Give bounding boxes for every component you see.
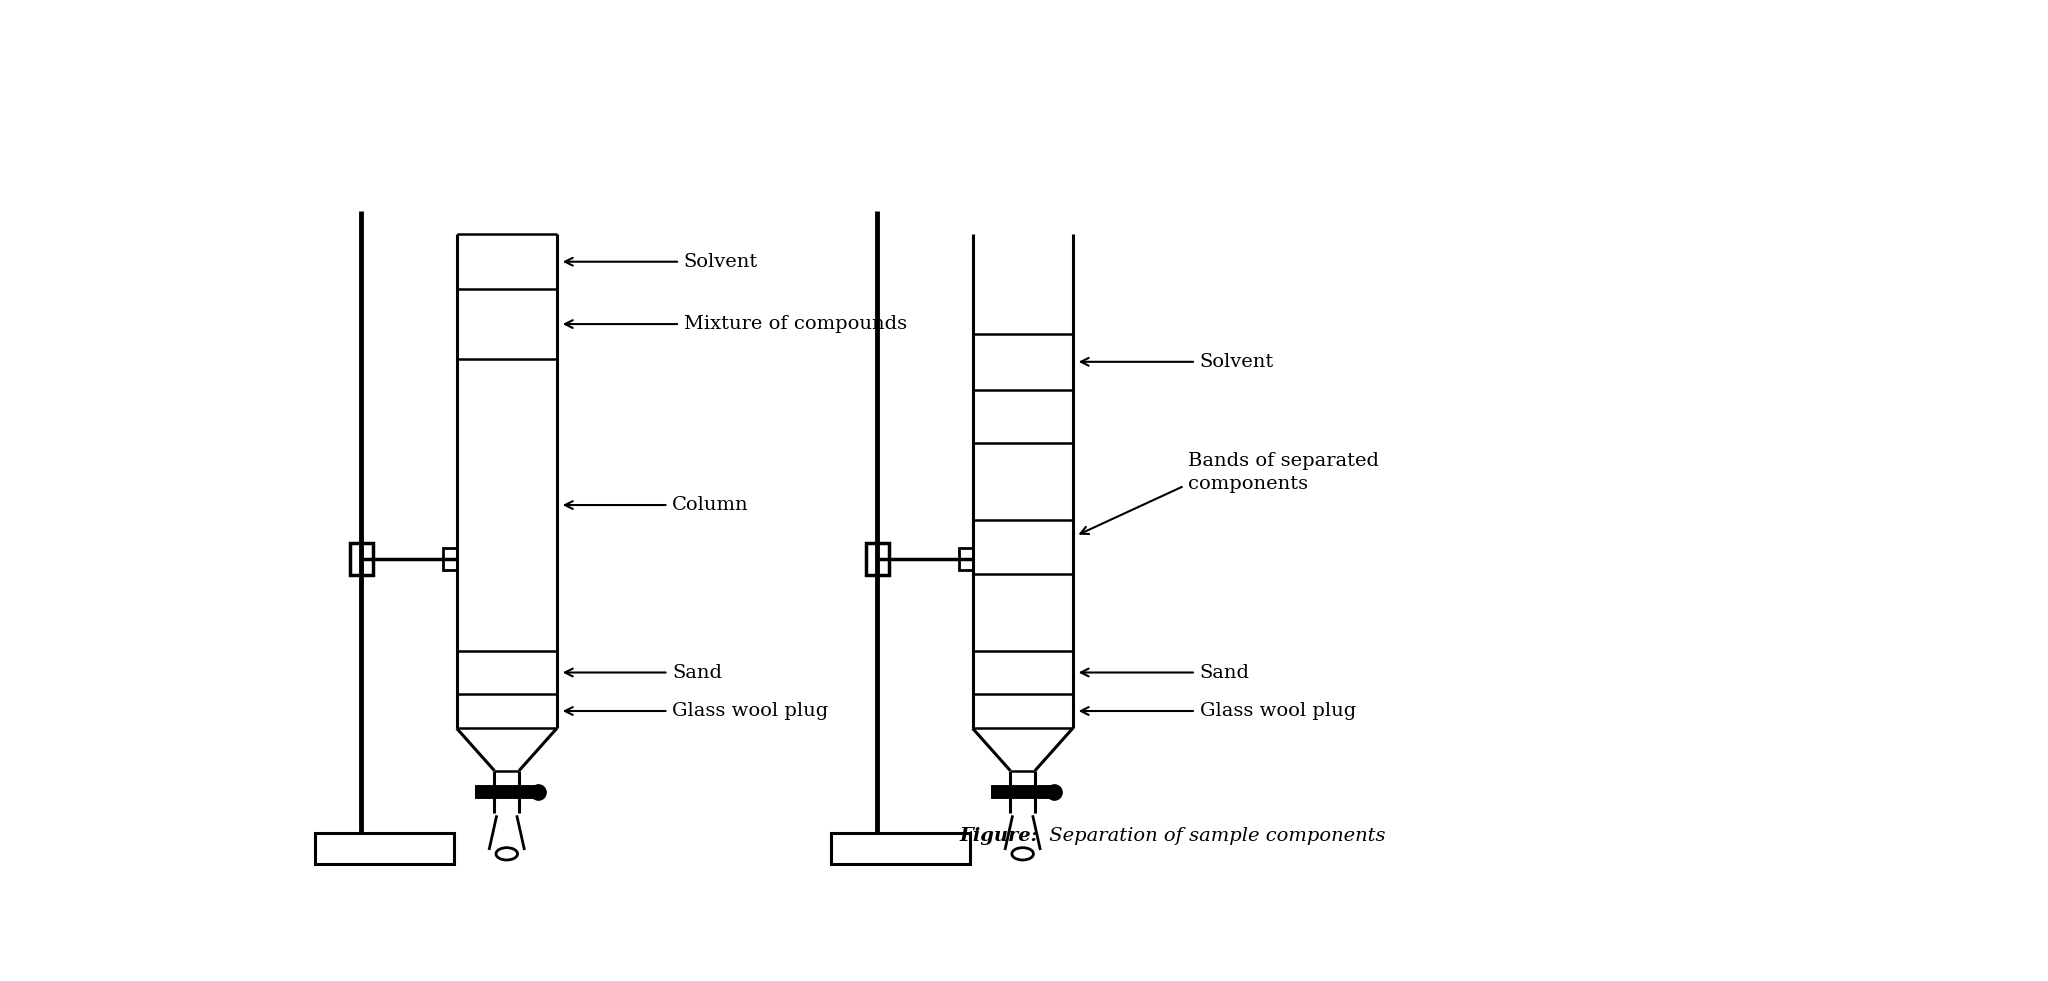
Bar [457,694,557,728]
Bar [350,542,373,575]
Text: Column: Column [672,496,750,514]
Bar [973,389,1073,443]
Bar [457,651,557,694]
Bar [494,771,518,813]
Polygon shape [973,728,1073,771]
Text: Sand: Sand [1200,663,1249,682]
Text: Figure:: Figure: [961,827,1038,845]
Text: Sand: Sand [672,663,723,682]
Bar [442,548,457,570]
Bar [973,443,1073,521]
Text: Bands of separated: Bands of separated [1188,452,1378,470]
Bar [973,694,1073,728]
Polygon shape [457,728,557,771]
Bar [973,335,1073,389]
Bar [457,289,557,359]
Text: Solvent: Solvent [684,253,758,271]
Bar [457,234,557,289]
Text: components: components [1188,475,1309,493]
Bar [973,574,1073,651]
Text: Glass wool plug: Glass wool plug [672,702,829,720]
Bar [315,833,453,864]
Bar [958,548,973,570]
Bar [973,521,1073,574]
Text: Solvent: Solvent [1200,353,1274,371]
Bar [457,359,557,651]
Ellipse shape [1012,848,1034,860]
Ellipse shape [496,848,518,860]
Text: Separation of sample components: Separation of sample components [1042,827,1384,845]
Text: Mixture of compounds: Mixture of compounds [684,315,907,334]
Bar [1010,771,1034,813]
Bar [831,833,969,864]
Bar [866,542,889,575]
Bar [973,651,1073,694]
Text: Glass wool plug: Glass wool plug [1200,702,1356,720]
